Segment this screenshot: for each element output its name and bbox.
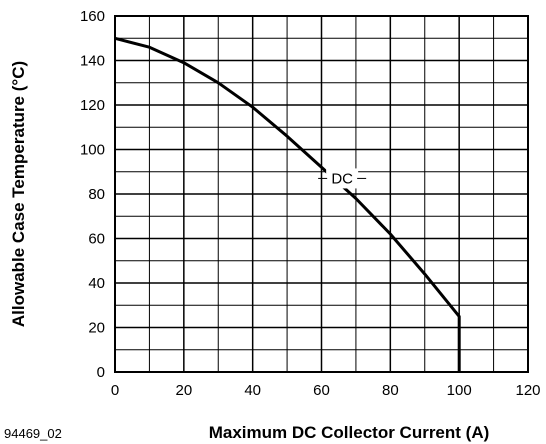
y-tick-label: 60 [88, 231, 105, 248]
figure-id: 94469_02 [4, 426, 62, 441]
grid [115, 16, 528, 372]
series-line-dc [114, 36, 461, 372]
x-tick-label: 80 [382, 382, 399, 399]
y-tick-label: 160 [80, 8, 105, 25]
y-tick-label: 40 [88, 275, 105, 292]
x-tick-label: 20 [175, 382, 192, 399]
y-tick-label: 80 [88, 186, 105, 203]
y-tick-label: 120 [80, 97, 105, 114]
series-label-background [326, 168, 359, 189]
x-tick-label: 100 [447, 382, 472, 399]
series-label-dc: DC [331, 170, 353, 187]
y-tick-label: 20 [88, 320, 105, 337]
plot-frame [114, 15, 529, 373]
tick-labels: 0 20 40 60 80 100 120 0 20 40 60 80 100 120 140 160 [80, 8, 541, 399]
x-tick-label: 60 [313, 382, 330, 399]
x-tick-label: 120 [515, 382, 540, 399]
x-tick-label: 40 [244, 382, 261, 399]
y-axis-title: Allowable Case Temperature (°C) [9, 61, 28, 327]
x-tick-label: 0 [111, 382, 119, 399]
x-axis-title: Maximum DC Collector Current (A) [209, 423, 490, 442]
y-tick-label: 140 [80, 53, 105, 70]
y-tick-label: 100 [80, 142, 105, 159]
y-tick-label: 0 [97, 364, 105, 381]
